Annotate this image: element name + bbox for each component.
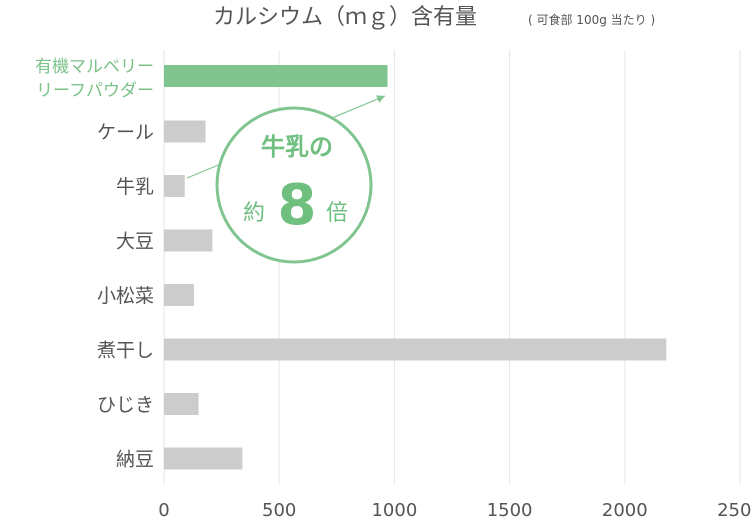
category-label-line: リーフパウダー — [36, 81, 154, 101]
x-tick-label: 500 — [262, 500, 296, 521]
category-label: 大豆 — [116, 231, 154, 253]
arrowhead-icon — [376, 95, 385, 103]
grid-lines — [163, 50, 741, 484]
callout-suffix: 倍 — [326, 201, 348, 226]
category-label-line: 有機マルベリー — [35, 57, 154, 77]
bar-7 — [164, 447, 243, 470]
category-label: ひじき — [97, 394, 154, 416]
category-label: 煮干し — [97, 340, 154, 362]
callout-prefix: 約 — [243, 201, 265, 226]
chart-title-note: ( 可食部 100g 当たり ) — [528, 12, 655, 27]
x-tick-label: 1500 — [487, 500, 533, 521]
x-tick-label: 2500 — [717, 500, 752, 521]
callout-number: 8 — [278, 173, 317, 238]
category-label: 小松菜 — [97, 285, 154, 307]
x-tick-label: 2000 — [602, 500, 648, 521]
bar-5 — [164, 338, 667, 361]
bar-3 — [164, 229, 213, 252]
callout-circle — [215, 106, 373, 264]
bars — [164, 65, 667, 470]
bar-0 — [164, 65, 388, 87]
chart-title: カルシウム（ｍｇ）含有量 ( 可食部 100g 当たり ) — [213, 5, 655, 30]
callout-line1: 牛乳の — [261, 133, 333, 161]
bar-2 — [164, 175, 185, 197]
bar-6 — [164, 393, 199, 415]
x-tick-labels: 0 500 1000 1500 2000 2500 — [158, 500, 752, 521]
category-label: 納豆 — [116, 449, 154, 471]
x-tick-label: 0 — [158, 500, 169, 521]
x-tick-label: 1000 — [371, 500, 417, 521]
bar-1 — [164, 120, 206, 143]
chart-title-text: カルシウム（ｍｇ）含有量 — [213, 5, 477, 30]
bar-4 — [164, 284, 194, 306]
category-label: ケール — [97, 122, 154, 144]
category-label: 牛乳 — [116, 176, 154, 198]
